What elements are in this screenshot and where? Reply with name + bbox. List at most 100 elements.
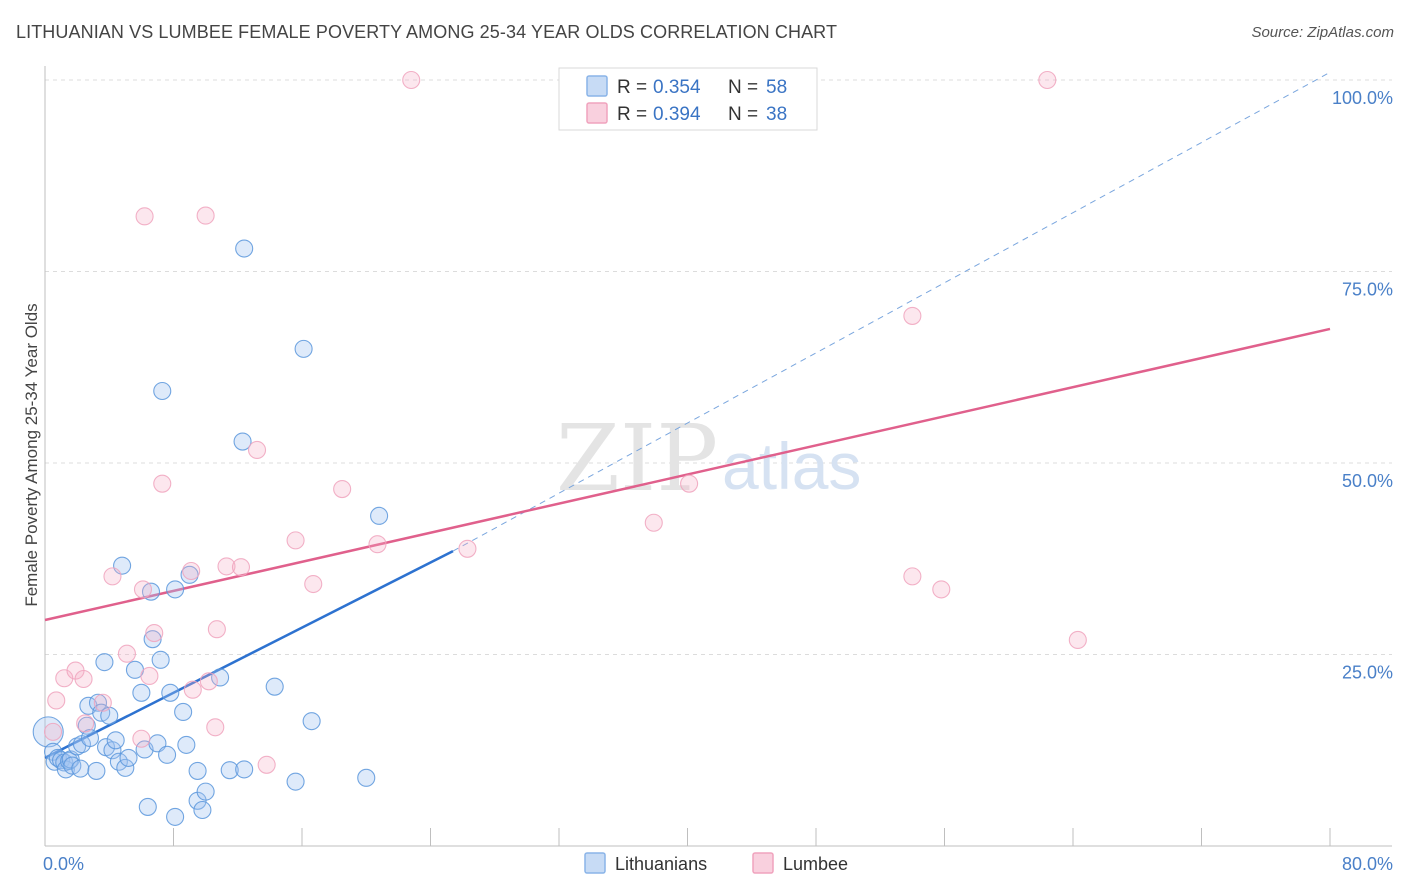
lithuanians-point	[106, 731, 125, 750]
lumbee-point	[231, 558, 251, 577]
source-label: Source: ZipAtlas.com	[1251, 24, 1394, 41]
bottom-legend: Lithuanians Lumbee	[584, 852, 848, 874]
lumbee-point	[153, 474, 172, 493]
lumbee-point	[932, 580, 951, 599]
bottom-legend-swatch-lithuanians	[584, 852, 606, 874]
lumbee-point	[182, 561, 201, 581]
lithuanians-point	[302, 712, 321, 731]
legend-swatch-lithuanians	[586, 75, 608, 97]
y-tick-label: 50.0%	[1342, 471, 1393, 491]
lumbee-point	[304, 574, 323, 594]
lithuanians-point	[294, 339, 313, 358]
lumbee-point	[199, 672, 218, 691]
lithuanians-point	[116, 758, 135, 777]
lithuanians-point	[68, 737, 87, 756]
lumbee-point	[103, 567, 122, 586]
lithuanians-point	[143, 630, 162, 649]
lithuanians-point	[166, 807, 185, 826]
lithuanians-point	[357, 768, 376, 787]
lumbee-point	[207, 620, 226, 639]
lithuanians-point	[235, 760, 254, 779]
y-axis-label: Female Poverty Among 25-34 Year Olds	[22, 303, 41, 606]
lithuanians-point	[211, 668, 230, 687]
y-tick-label: 75.0%	[1342, 280, 1393, 300]
lithuanians-point	[286, 772, 305, 791]
lumbee-point	[117, 644, 136, 663]
lithuanians-point	[235, 239, 254, 258]
lumbee-point	[145, 624, 164, 643]
lumbee-point	[680, 474, 699, 493]
y-tick-label: 100.0%	[1332, 88, 1393, 108]
legend-n-label-2: N =	[728, 104, 758, 125]
x-tick-label: 0.0%	[43, 854, 84, 874]
lithuanians-point	[193, 800, 212, 820]
axes	[44, 66, 1392, 847]
lumbee-point	[135, 207, 154, 226]
lithuanians-point	[151, 650, 170, 669]
lumbee-point	[903, 306, 922, 325]
lumbee-point	[333, 479, 352, 499]
bottom-legend-lumbee: Lumbee	[783, 854, 848, 874]
watermark-zip: ZIP	[556, 405, 718, 512]
chart-title: LITHUANIAN VS LUMBEE FEMALE POVERTY AMON…	[16, 22, 838, 42]
grid-lines	[45, 79, 1392, 655]
lithuanians-point	[233, 432, 252, 451]
y-tick-labels: 25.0% 50.0% 75.0% 100.0%	[1332, 88, 1393, 683]
lithuanians-point	[370, 506, 389, 525]
lithuanians-point	[88, 693, 108, 712]
lumbee-point	[247, 440, 267, 460]
lithuanians-point	[103, 741, 122, 760]
lumbee-point	[903, 567, 922, 586]
lumbee-point	[93, 693, 112, 712]
lumbee-point	[206, 718, 225, 737]
x-tick-labels: 0.0% 80.0%	[43, 854, 1393, 874]
lithuanians-point	[188, 761, 207, 780]
lithuanians-point	[138, 797, 157, 816]
legend-r-label-1: R =	[617, 77, 647, 98]
legend-n-label-1: N =	[728, 77, 758, 98]
lithuanians-point	[174, 702, 193, 722]
lumbee-point	[286, 531, 305, 550]
lumbee-point	[257, 755, 276, 774]
lithuanians-point	[80, 728, 100, 748]
lithuanians-trend-extension	[452, 71, 1331, 552]
lithuanians-point	[166, 580, 185, 599]
lithuanians-point	[32, 716, 64, 748]
y-tick-label: 25.0%	[1342, 663, 1393, 683]
lumbee-point	[74, 669, 93, 689]
lumbee-point	[217, 557, 236, 576]
lumbee-point	[368, 535, 387, 554]
lithuanians-point	[153, 381, 172, 401]
lithuanians-point	[71, 759, 90, 778]
legend-n-value-2: 38	[766, 104, 787, 125]
lumbee-point	[1068, 630, 1087, 649]
lumbee-point	[644, 513, 663, 532]
lumbee-point	[183, 680, 202, 699]
lithuanians-point	[265, 677, 284, 696]
bottom-legend-lithuanians: Lithuanians	[615, 854, 707, 874]
lithuanians-point	[177, 735, 196, 754]
lumbee-point	[140, 666, 159, 685]
x-tick-label: 80.0%	[1342, 854, 1393, 874]
lumbee-point	[196, 206, 215, 225]
legend-r-value-2: 0.394	[653, 104, 701, 125]
lithuanians-point	[95, 653, 114, 672]
legend-n-value-1: 58	[766, 77, 787, 98]
bottom-legend-swatch-lumbee	[752, 852, 774, 874]
lithuanians-point	[119, 748, 138, 767]
lumbee-point	[1038, 70, 1057, 90]
lithuanians-point	[220, 761, 239, 780]
legend-swatch-lumbee	[586, 102, 608, 124]
lithuanians-point	[132, 683, 151, 702]
lumbee-point	[43, 722, 63, 741]
lithuanians-point	[161, 683, 180, 702]
lumbee-point	[458, 539, 477, 558]
lumbee-point	[402, 70, 421, 90]
lumbee-point	[132, 729, 151, 748]
data-points	[32, 70, 1087, 826]
lumbee-point	[47, 691, 66, 710]
legend-r-label-2: R =	[617, 104, 647, 125]
lithuanians-point	[158, 745, 177, 764]
legend-r-value-1: 0.354	[653, 77, 701, 98]
